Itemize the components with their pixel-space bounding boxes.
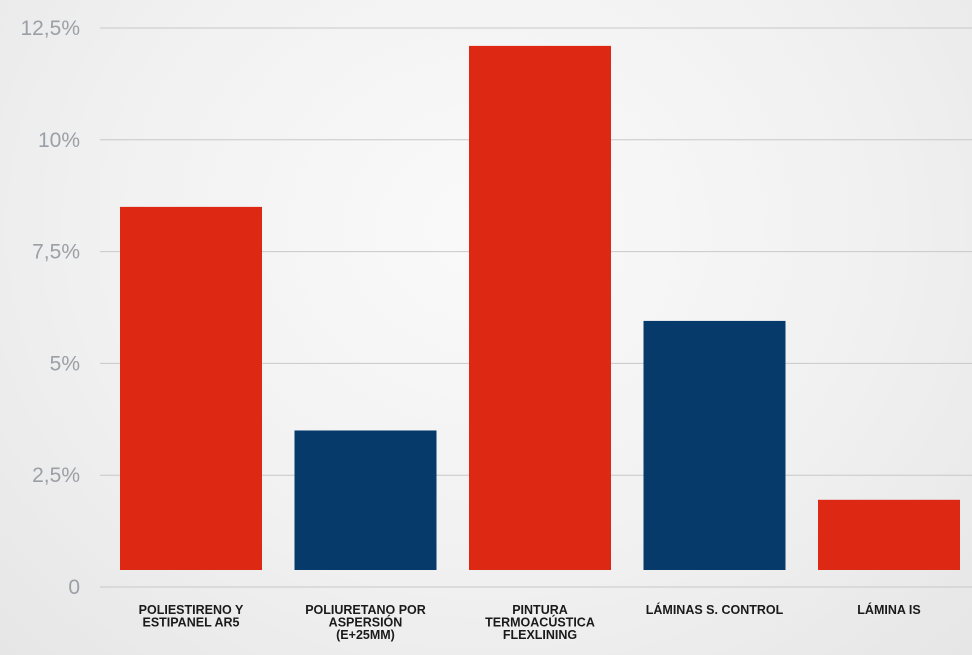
x-category-label-line: ASPERSIÓN (329, 615, 403, 630)
x-category-label: POLIESTIRENO Y ESTIPANEL AR5 (139, 603, 244, 630)
x-category-label-line: LÁMINAS S. CONTROL (646, 602, 784, 617)
x-category-label-line: LÁMINA IS (857, 602, 920, 617)
x-category-label-line: POLIURETANO POR (305, 603, 426, 617)
bar (818, 499, 960, 570)
bar (294, 430, 437, 570)
x-category-label-line: (E+25MM) (336, 628, 395, 642)
x-category-label-line: TERMOACÚSTICA (485, 615, 595, 630)
bar (469, 45, 611, 570)
x-category-label-line: POLIESTIRENO Y (139, 603, 244, 617)
y-axis-tick-labels: 0 2,5% 5% 7,5% 10% 12,5% (20, 17, 80, 599)
bar (643, 320, 786, 570)
y-tick-label: 2,5% (32, 464, 80, 487)
y-tick-label: 5% (50, 352, 80, 375)
bars (120, 45, 960, 570)
x-axis-category-labels: POLIESTIRENO Y ESTIPANEL AR5 POLIURETANO P… (139, 602, 921, 642)
x-category-label-line: PINTURA (512, 603, 568, 617)
y-tick-label: 0 (68, 576, 80, 599)
x-category-label: LÁMINAS S. CONTROL (646, 602, 784, 617)
bar (120, 206, 262, 570)
x-category-label: LÁMINA IS (857, 602, 920, 617)
y-tick-label: 7,5% (32, 241, 80, 264)
x-category-label-line: FLEXLINING (503, 628, 577, 642)
y-tick-label: 12,5% (20, 17, 80, 40)
x-category-label: PINTURA TERMOACÚSTICA FLEXLINING (485, 603, 595, 642)
x-category-label-line: ESTIPANEL AR5 (142, 616, 239, 630)
y-tick-label: 10% (38, 129, 80, 152)
x-category-label: POLIURETANO POR ASPERSIÓN (E+25MM) (305, 603, 426, 642)
